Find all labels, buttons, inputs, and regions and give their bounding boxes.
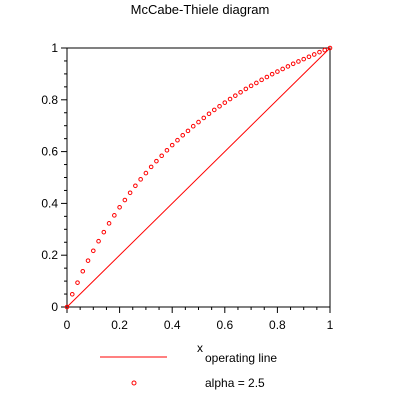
equilibrium-point xyxy=(75,280,80,285)
equilibrium-point xyxy=(96,238,101,244)
equilibrium-point xyxy=(201,115,207,121)
y-tick-label: 0.6 xyxy=(41,145,58,159)
equilibrium-point xyxy=(275,69,280,74)
legend: operating line alpha = 2.5 xyxy=(100,351,277,390)
equilibrium-point xyxy=(254,80,259,86)
x-tick-label: 1 xyxy=(327,318,334,332)
equilibrium-point xyxy=(296,59,301,64)
equilibrium-point xyxy=(180,132,186,138)
equilibrium-point xyxy=(159,153,164,159)
equilibrium-point xyxy=(311,52,317,57)
equilibrium-point xyxy=(85,258,91,263)
equilibrium-point xyxy=(327,45,333,51)
equilibrium-point xyxy=(91,248,96,254)
y-tick-label: 0.2 xyxy=(41,248,58,262)
equilibrium-point xyxy=(280,66,285,72)
equilibrium-point xyxy=(175,137,180,143)
equilibrium-point xyxy=(133,183,138,189)
equilibrium-point xyxy=(233,93,238,98)
chart-title: McCabe-Thiele diagram xyxy=(131,2,270,17)
y-tick-label: 1 xyxy=(51,41,58,55)
equilibrium-point xyxy=(264,74,270,80)
equilibrium-point xyxy=(306,54,312,60)
equilibrium-point xyxy=(211,107,217,113)
equilibrium-point xyxy=(301,56,307,62)
series-layer xyxy=(64,45,333,310)
equilibrium-point xyxy=(206,111,212,117)
legend-alpha-label: alpha = 2.5 xyxy=(205,376,265,390)
equilibrium-point xyxy=(322,47,328,53)
equilibrium-point xyxy=(164,148,170,153)
y-tick-label: 0.4 xyxy=(41,196,58,210)
equilibrium-point xyxy=(148,164,154,170)
equilibrium-point xyxy=(285,64,291,69)
equilibrium-point xyxy=(154,158,159,164)
equilibrium-point xyxy=(122,197,128,203)
equilibrium-point xyxy=(227,96,233,102)
y-tick-label: 0 xyxy=(51,300,58,314)
x-tick-label: 0.8 xyxy=(269,318,286,332)
operating-line-series xyxy=(66,47,331,308)
y-axis-ticks: 0 0.2 0.4 0.6 0.8 1 xyxy=(41,41,67,314)
y-tick-label: 0.8 xyxy=(41,93,58,107)
equilibrium-point xyxy=(69,292,75,297)
equilibrium-point xyxy=(106,221,112,226)
x-tick-label: 0.4 xyxy=(164,318,181,332)
equilibrium-point xyxy=(101,229,107,235)
equilibrium-point xyxy=(64,304,70,310)
x-axis-ticks: 0 0.2 0.4 0.6 0.8 1 xyxy=(64,307,334,332)
equilibrium-point xyxy=(117,204,122,210)
equilibrium-point xyxy=(290,61,296,67)
legend-operating-line-label: operating line xyxy=(205,351,277,365)
equilibrium-point xyxy=(248,83,254,89)
equilibrium-point xyxy=(169,142,175,148)
equilibrium-point xyxy=(138,177,143,182)
equilibrium-point xyxy=(217,103,222,109)
equilibrium-point xyxy=(196,119,201,125)
equilibrium-point xyxy=(269,71,275,77)
equilibrium-point xyxy=(317,49,322,55)
equilibrium-point xyxy=(127,190,133,196)
x-tick-label: 0.6 xyxy=(216,318,233,332)
equilibrium-point xyxy=(143,170,149,176)
x-tick-label: 0.2 xyxy=(111,318,128,332)
equilibrium-point xyxy=(238,89,243,95)
legend-alpha-swatch xyxy=(131,380,137,386)
equilibrium-point xyxy=(243,86,249,92)
equilibrium-point xyxy=(222,100,228,105)
equilibrium-point xyxy=(185,128,191,134)
equilibrium-point xyxy=(259,77,264,83)
x-axis-label: x xyxy=(197,341,203,355)
equilibrium-point xyxy=(112,213,117,218)
equilibrium-point xyxy=(190,123,196,129)
equilibrium-point xyxy=(80,268,86,274)
x-tick-label: 0 xyxy=(64,318,71,332)
